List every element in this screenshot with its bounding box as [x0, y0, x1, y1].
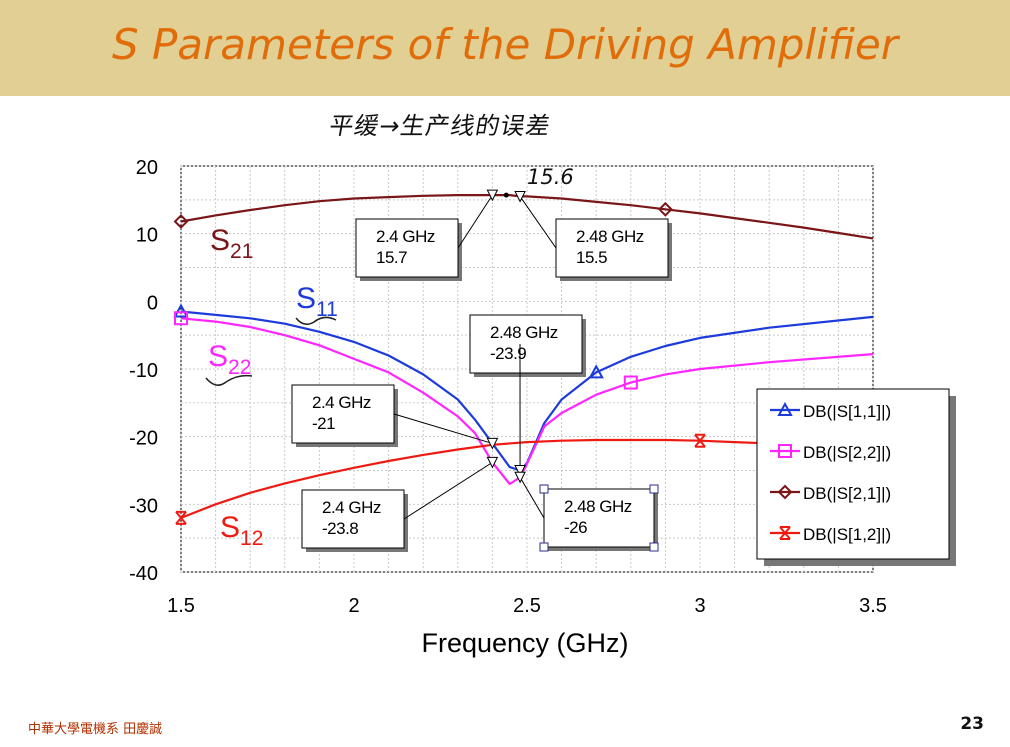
handwritten-squiggle [295, 316, 337, 325]
annotation-frequency: 2.4 GHz [312, 393, 371, 412]
handwritten-dot [503, 192, 509, 198]
handwritten-value: 15.6 [527, 165, 574, 189]
x-tick-label: 1.5 [167, 595, 195, 617]
annotation-value: -23.8 [322, 519, 358, 538]
square-marker [623, 375, 638, 390]
annotation-value: 15.7 [376, 248, 407, 267]
legend-box [756, 388, 950, 560]
diamond-marker [657, 201, 673, 217]
annotation-leader [519, 196, 557, 249]
slide-title: S Parameters of the Driving Amplifier [111, 20, 899, 69]
title-bar [0, 0, 1010, 96]
annotation-marker [514, 471, 526, 484]
y-tick-label: 10 [136, 225, 158, 247]
x-marker-cross [779, 526, 791, 540]
selection-handle[interactable] [539, 484, 549, 494]
annotation-box[interactable] [469, 314, 583, 374]
annotation-box[interactable] [355, 218, 459, 278]
annotation-marker [486, 189, 499, 202]
y-tick-labels: 20 10 0 -10 -20 -30 -40 [129, 157, 158, 585]
y-tick-label: 20 [136, 157, 158, 179]
triangle-marker [588, 364, 604, 379]
legend-entry: DB(|S[2,2]|) [803, 443, 891, 462]
page-number: 23 [960, 714, 984, 734]
y-tick-label: -20 [129, 428, 158, 450]
x-tick-label: 3.5 [859, 595, 887, 617]
x-marker-cross [694, 434, 706, 448]
annotation-leader [403, 461, 493, 520]
selection-handle[interactable] [539, 542, 549, 552]
marker-annotations: 2.4 GHz 15.7 2.48 GHz 15.5 2.48 GHz -23.9 2.4 … [291, 189, 672, 552]
annotation-box[interactable] [301, 489, 405, 549]
annotation-value: -23.9 [490, 344, 526, 363]
selection-handle[interactable] [649, 484, 659, 494]
selection-handle[interactable] [649, 542, 659, 552]
series-line-s22 [180, 317, 874, 486]
square-marker [174, 311, 188, 326]
series-line-s11 [180, 310, 874, 472]
y-tick-label: 0 [147, 292, 158, 314]
annotation-value: -26 [564, 518, 587, 537]
x-tick-label: 2 [348, 595, 359, 617]
annotation-box[interactable] [291, 384, 395, 444]
annotation-leader [457, 194, 493, 249]
annotation-marker [514, 190, 526, 203]
y-tick-label: -30 [129, 495, 158, 517]
triangle-marker [777, 401, 793, 416]
y-tick-label: -10 [129, 360, 158, 382]
diamond-marker [173, 214, 189, 229]
annotation-frequency: 2.48 GHz [564, 497, 632, 516]
triangle-marker [173, 303, 189, 318]
handwritten-squiggle [205, 374, 253, 386]
annotation-frequency: 2.48 GHz [576, 227, 644, 246]
x-tick-label: 2.5 [513, 595, 541, 617]
series-markers [173, 201, 706, 525]
diamond-marker [777, 484, 793, 500]
annotation-marker [486, 456, 499, 469]
annotation-value: -21 [312, 414, 335, 433]
legend-entry: DB(|S[2,1]|) [803, 484, 891, 503]
x-tick-labels: 1.5 2 2.5 3 3.5 [167, 595, 887, 617]
x-marker-cross [175, 511, 187, 525]
y-tick-label: -40 [129, 563, 158, 585]
legend: DB(|S[1,1]|) DB(|S[2,2]|) DB(|S[2,1]|) DB(|… [756, 388, 956, 566]
annotation-frequency: 2.48 GHz [490, 323, 558, 342]
legend-entry: DB(|S[1,2]|) [803, 525, 891, 544]
annotation-marker [486, 437, 499, 450]
annotation-frequency: 2.4 GHz [376, 227, 435, 246]
annotation-frequency: 2.4 GHz [322, 498, 381, 517]
annotation-marker [514, 465, 526, 477]
legend-entry: DB(|S[1,1]|) [803, 402, 891, 421]
x-axis-label: Frequency (GHz) [421, 628, 628, 658]
annotation-box[interactable] [555, 218, 669, 278]
square-marker [778, 444, 792, 458]
annotation-leader [519, 477, 545, 519]
footer-text: 中華大學電機系 田慶誠 [28, 722, 163, 737]
annotation-value: 15.5 [576, 248, 607, 267]
annotation-leader [393, 413, 493, 444]
x-tick-label: 3 [694, 595, 705, 617]
